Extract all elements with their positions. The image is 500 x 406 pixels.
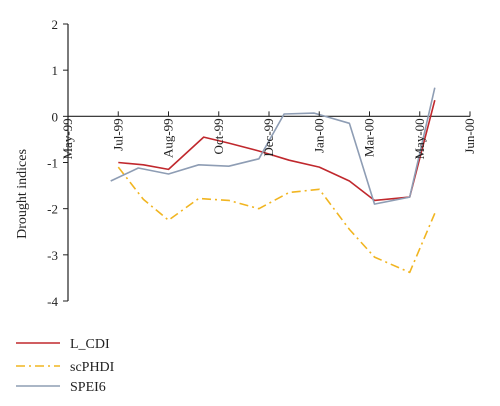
y-axis-title: Drought indices: [15, 149, 30, 239]
y-tick-label: -2: [47, 202, 58, 217]
x-tick-label: Aug-99: [161, 118, 176, 158]
y-tick-label: -3: [47, 248, 58, 263]
y-tick-label: 0: [52, 109, 59, 124]
series-line-scphdi: [117, 166, 436, 274]
legend-label: SPEI6: [70, 380, 106, 395]
x-tick-label: Mar-00: [362, 118, 377, 157]
series-line-spei6: [110, 87, 436, 205]
series-line-l-cdi: [118, 99, 436, 202]
x-tick-label: May-00: [412, 118, 427, 159]
x-tick-label: May-99: [60, 118, 75, 159]
legend-label: scPHDI: [70, 360, 115, 375]
y-tick-label: 1: [52, 63, 59, 78]
legend-label: L_CDI: [70, 337, 110, 352]
x-tick-label: Jun-00: [462, 118, 477, 153]
legend: L_CDI scPHDI SPEI6: [16, 337, 115, 395]
ticks-layer: 2 1 0 -1 -2 -3 -4 May-99 Jul-99 Aug-99 Oct-99 Dec-9…: [47, 17, 477, 309]
y-tick-label: 2: [52, 17, 59, 32]
x-tick-label: Jul-99: [110, 118, 125, 151]
x-tick-label: Jan-00: [311, 118, 326, 153]
axes: [67, 24, 470, 301]
y-tick-label: -4: [47, 294, 58, 309]
x-tick-label: Dec-99: [261, 118, 276, 156]
x-tick-label: Oct-99: [211, 118, 226, 154]
y-tick-label: -1: [47, 156, 58, 171]
series-layer: [110, 87, 436, 274]
